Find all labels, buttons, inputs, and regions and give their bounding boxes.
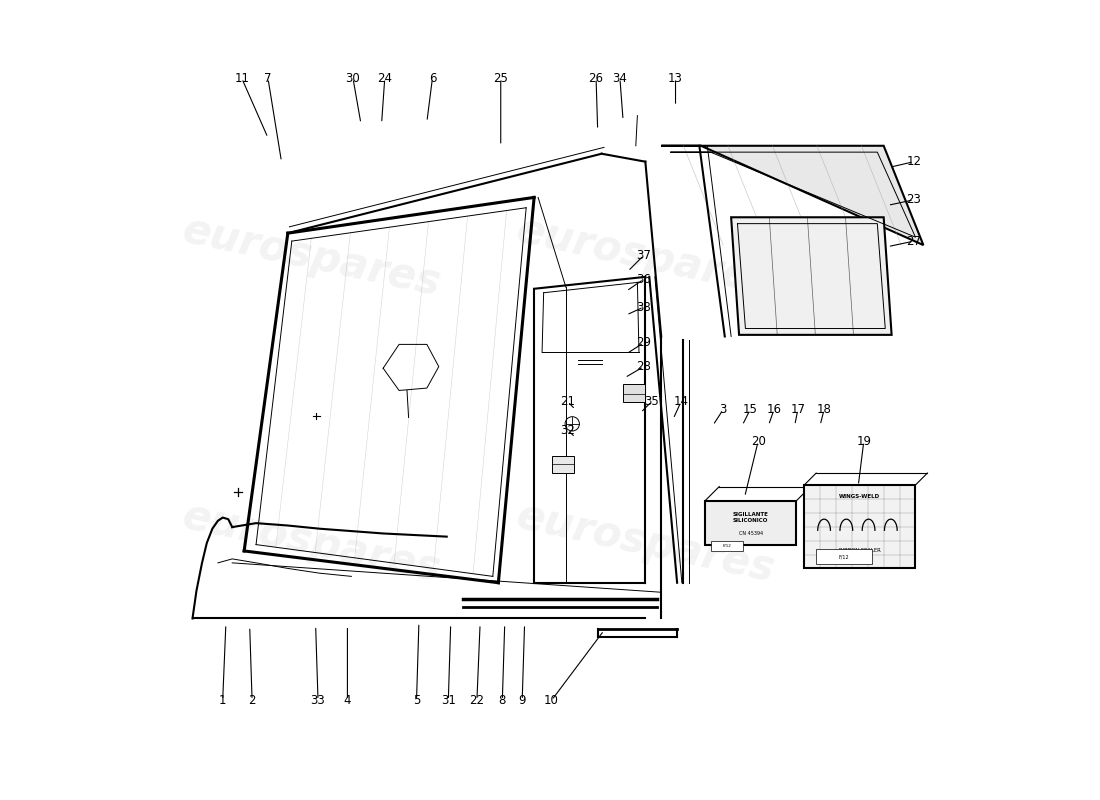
- Text: 10: 10: [544, 694, 559, 707]
- Bar: [712, 542, 744, 551]
- Polygon shape: [661, 146, 923, 245]
- Text: 38: 38: [637, 301, 651, 314]
- Text: 28: 28: [636, 360, 651, 373]
- Bar: [551, 456, 574, 473]
- Text: 25: 25: [493, 72, 508, 85]
- Text: 17: 17: [791, 403, 805, 416]
- Bar: [816, 549, 872, 565]
- Text: eurospares: eurospares: [178, 495, 444, 591]
- Text: 7: 7: [264, 72, 272, 85]
- Text: eurospares: eurospares: [513, 495, 779, 591]
- Text: 37: 37: [636, 249, 651, 262]
- Text: 34: 34: [613, 72, 627, 85]
- Text: 5: 5: [412, 694, 420, 707]
- Text: 14: 14: [673, 395, 689, 408]
- Text: 12: 12: [906, 155, 922, 168]
- Text: 21: 21: [560, 395, 575, 408]
- Text: 33: 33: [310, 694, 326, 707]
- Text: RIBBON SEALER: RIBBON SEALER: [839, 549, 881, 554]
- Text: WINGS-WELD: WINGS-WELD: [839, 494, 880, 499]
- Text: 2: 2: [249, 694, 256, 707]
- Text: 18: 18: [816, 403, 832, 416]
- Text: eurospares: eurospares: [178, 209, 444, 305]
- Text: CN 45394: CN 45394: [738, 531, 762, 536]
- Text: 15: 15: [742, 403, 758, 416]
- Text: F/12: F/12: [723, 544, 732, 548]
- Text: 23: 23: [906, 194, 922, 206]
- Text: 27: 27: [906, 234, 922, 248]
- Bar: [623, 384, 646, 402]
- Text: 3: 3: [719, 403, 727, 416]
- Text: 32: 32: [560, 424, 575, 437]
- Text: 8: 8: [498, 694, 506, 707]
- Bar: [804, 485, 915, 569]
- Polygon shape: [732, 218, 892, 335]
- Text: 31: 31: [441, 694, 455, 707]
- Text: 29: 29: [636, 336, 651, 350]
- Text: 24: 24: [377, 72, 393, 85]
- Text: 36: 36: [636, 273, 651, 286]
- Text: eurospares: eurospares: [513, 209, 779, 305]
- Text: 4: 4: [343, 694, 351, 707]
- Text: 22: 22: [470, 694, 484, 707]
- Text: 11: 11: [234, 72, 250, 85]
- Text: 30: 30: [345, 72, 361, 85]
- Bar: [705, 501, 796, 545]
- Text: 1: 1: [219, 694, 227, 707]
- Text: 35: 35: [645, 395, 659, 408]
- Text: 26: 26: [588, 72, 604, 85]
- Text: 6: 6: [429, 72, 437, 85]
- Text: 19: 19: [856, 435, 871, 448]
- Text: 16: 16: [767, 403, 781, 416]
- Text: F/12: F/12: [838, 554, 849, 559]
- Text: SIGILLANTE
SILICONICO: SIGILLANTE SILICONICO: [733, 512, 769, 523]
- Text: 9: 9: [518, 694, 526, 707]
- Text: 20: 20: [750, 435, 766, 448]
- Text: 13: 13: [668, 72, 683, 85]
